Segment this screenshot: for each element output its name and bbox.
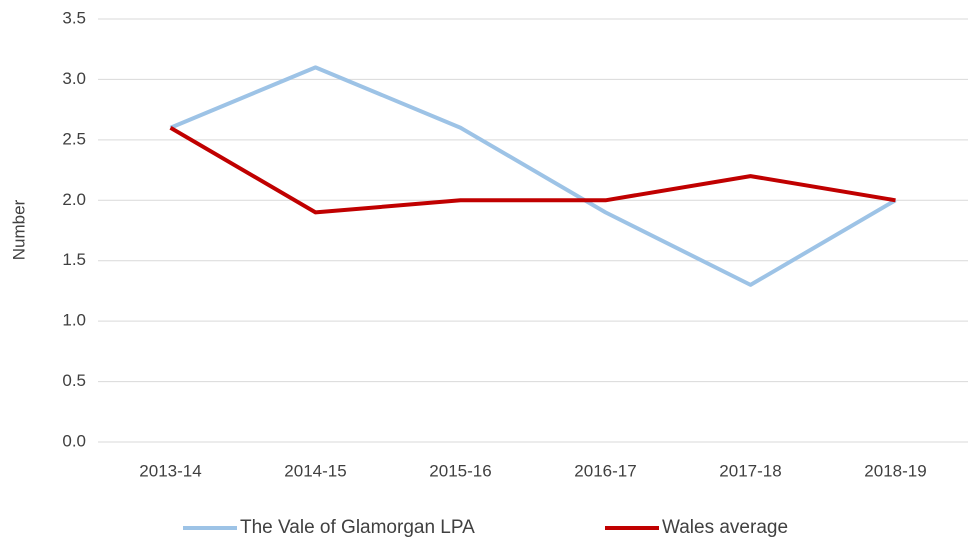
legend-label: Wales average	[662, 517, 788, 538]
y-axis-title: Number	[9, 199, 28, 260]
x-tick-label: 2013-14	[139, 461, 201, 480]
series-line	[169, 126, 896, 215]
x-tick-label: 2017-18	[719, 461, 781, 480]
y-tick-label: 0.0	[62, 431, 86, 450]
series-line	[169, 65, 897, 287]
legend-label: The Vale of Glamorgan LPA	[240, 517, 475, 538]
y-tick-label: 1.0	[62, 311, 86, 330]
x-tick-label: 2015-16	[429, 461, 491, 480]
y-tick-label: 2.5	[62, 129, 86, 148]
x-tick-label: 2016-17	[574, 461, 636, 480]
y-tick-label: 2.0	[62, 190, 86, 209]
y-tick-label: 3.5	[62, 8, 86, 27]
y-tick-label: 3.0	[62, 69, 86, 88]
y-tick-label: 0.5	[62, 371, 86, 390]
x-tick-label: 2018-19	[864, 461, 926, 480]
y-tick-label: 1.5	[62, 250, 86, 269]
x-tick-label: 2014-15	[284, 461, 346, 480]
